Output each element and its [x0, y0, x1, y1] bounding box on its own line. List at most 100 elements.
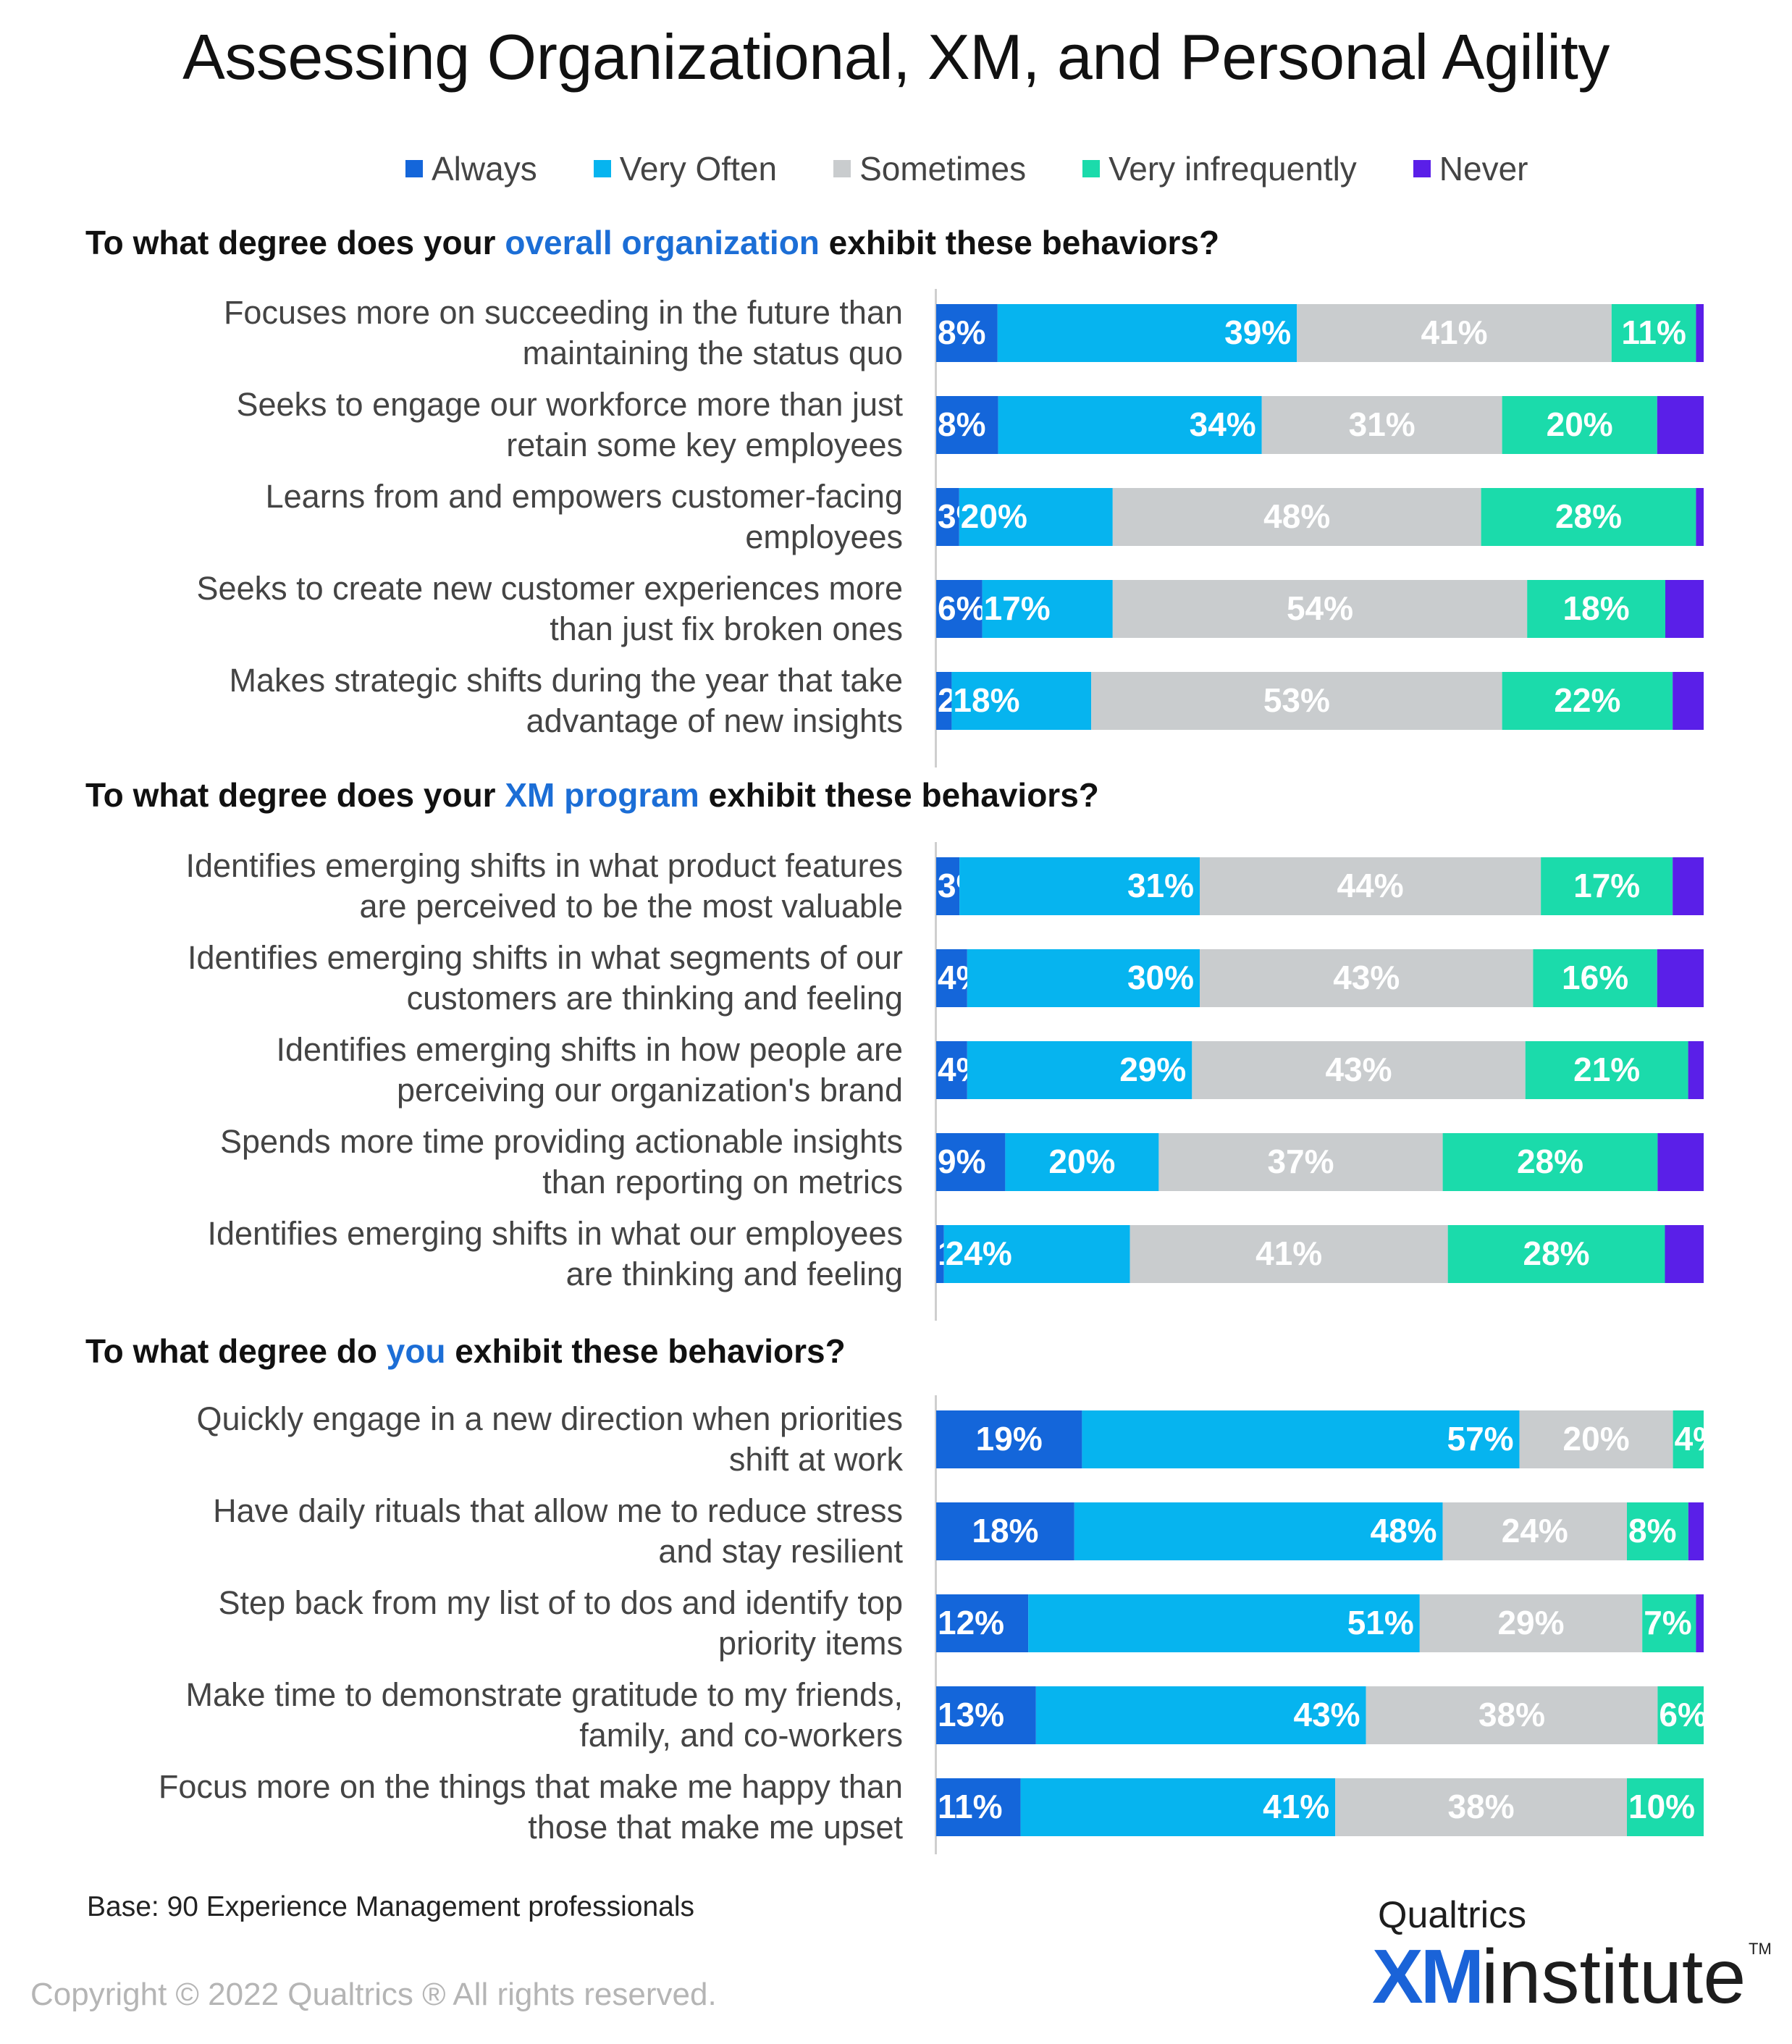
question-highlight: XM program [505, 776, 699, 814]
row-label: Makes strategic shifts during the year t… [58, 660, 903, 741]
row-label-line: than reporting on metrics [542, 1164, 903, 1200]
base-note: Base: 90 Experience Management professio… [87, 1891, 694, 1922]
data-label-sometimes: 43% [1333, 959, 1400, 996]
bar-segment-very-infrequently [1525, 1041, 1688, 1099]
data-label-very-infrequently: 16% [1562, 959, 1628, 996]
bar-segment-never [1665, 1225, 1704, 1283]
data-label-very-often: 17% [984, 589, 1051, 627]
data-label-sometimes: 37% [1267, 1143, 1334, 1180]
row-label-line: Seeks to engage our workforce more than … [236, 386, 903, 423]
row-label-line: shift at work [728, 1441, 903, 1478]
data-label-very-infrequently: 7% [1644, 1604, 1691, 1641]
bar-segment-very-often [1020, 1778, 1336, 1836]
legend-item-never: Never [1413, 149, 1528, 188]
row-label-line: are thinking and feeling [565, 1256, 903, 1292]
row-label-line: Identifies emerging shifts in how people… [276, 1031, 903, 1068]
row-label-line: Identifies emerging shifts in what our e… [207, 1215, 904, 1252]
question-suffix: exhibit these behaviors? [819, 224, 1220, 261]
bar-segment-very-infrequently [1502, 672, 1673, 730]
bar-segment-always [936, 1686, 1036, 1744]
bar-segment-never [1696, 1594, 1704, 1652]
row-label-line: are perceived to be the most valuable [359, 888, 903, 925]
bar-segment-very-often [967, 949, 1200, 1007]
bar-segment-very-often [951, 672, 1092, 730]
bar-segment-sometimes [1419, 1594, 1643, 1652]
row-label-line: Identifies emerging shifts in what segme… [187, 939, 903, 976]
data-label-sometimes: 24% [1502, 1512, 1568, 1549]
bar-segment-very-infrequently [1447, 1225, 1665, 1283]
row-label-line: Step back from my list of to dos and ide… [218, 1584, 903, 1621]
bar-segment-sometimes [1519, 1410, 1673, 1468]
row-label-line: Identifies emerging shifts in what produ… [185, 847, 903, 884]
row-label: Quickly engage in a new direction when p… [58, 1399, 903, 1480]
row-label: Make time to demonstrate gratitude to my… [58, 1675, 903, 1756]
legend-item-very-infrequently: Very infrequently [1082, 149, 1357, 188]
bar-segment-always [936, 1410, 1082, 1468]
axis-line-organization [935, 289, 937, 767]
bar-segment-sometimes [1297, 304, 1612, 362]
row-label-line: advantage of new insights [526, 702, 903, 739]
row-label: Identifies emerging shifts in what segme… [58, 938, 903, 1019]
bar-segment-very-often [943, 1225, 1130, 1283]
legend-swatch-very-often [593, 160, 611, 177]
bar-segment-very-infrequently [1442, 1133, 1658, 1191]
data-label-very-often: 20% [1048, 1143, 1115, 1180]
data-label-very-infrequently: 28% [1523, 1235, 1590, 1272]
bar-segment-never [1696, 304, 1704, 362]
bar-segment-very-often [1082, 1410, 1520, 1468]
bar-segment-very-infrequently [1533, 949, 1657, 1007]
data-label-sometimes: 31% [1349, 405, 1415, 443]
legend-label-sometimes: Sometimes [859, 150, 1027, 188]
logo-wordmark: XMinstitute [1372, 1937, 1746, 2016]
bar-segment-sometimes [1335, 1778, 1627, 1836]
bar-segment-always [936, 857, 960, 915]
row-label-line: Focus more on the things that make me ha… [158, 1768, 903, 1805]
bar-segment-sometimes [1112, 488, 1481, 546]
data-label-very-infrequently: 20% [1547, 405, 1613, 443]
bar-segment-very-often [998, 396, 1262, 454]
data-label-very-infrequently: 28% [1517, 1143, 1583, 1180]
row-label-line: those that make me upset [528, 1809, 903, 1846]
row-label: Seeks to create new customer experiences… [58, 568, 903, 649]
data-label-always: 8% [938, 314, 985, 351]
data-label-always: 12% [938, 1604, 1004, 1641]
row-label-line: customers are thinking and feeling [406, 980, 903, 1017]
data-label-very-often: 51% [1347, 1604, 1414, 1641]
bar-segment-sometimes [1261, 396, 1502, 454]
row-label: Seeks to engage our workforce more than … [58, 384, 903, 466]
data-label-very-often: 34% [1190, 405, 1256, 443]
bar-segment-never [1673, 857, 1704, 915]
bar-segment-always [936, 949, 967, 1007]
data-label-very-infrequently: 21% [1573, 1051, 1640, 1088]
data-label-always: 6% [938, 589, 985, 627]
bar-segment-sometimes [1192, 1041, 1526, 1099]
bar-segment-very-often [959, 857, 1200, 915]
legend-label-always: Always [432, 150, 537, 188]
data-label-always: 19% [976, 1420, 1043, 1458]
data-label-sometimes: 29% [1497, 1604, 1564, 1641]
question-highlight: overall organization [505, 224, 820, 261]
bar-segment-sometimes [1130, 1225, 1448, 1283]
data-label-sometimes: 38% [1478, 1696, 1545, 1733]
bar-segment-sometimes [1091, 672, 1502, 730]
row-label-line: priority items [718, 1625, 903, 1662]
row-label-line: Quickly engage in a new direction when p… [196, 1400, 903, 1437]
row-label-line: Make time to demonstrate gratitude to my… [185, 1676, 903, 1713]
data-label-sometimes: 48% [1263, 497, 1330, 535]
legend-label-very-often: Very Often [619, 150, 778, 188]
data-label-very-often: 20% [961, 497, 1027, 535]
data-label-sometimes: 41% [1421, 314, 1487, 351]
data-label-sometimes: 38% [1448, 1788, 1515, 1825]
bar-segment-sometimes [1442, 1502, 1627, 1560]
bar-segment-very-often [1028, 1594, 1420, 1652]
bar-segment-always [936, 1502, 1074, 1560]
bar-segment-always [936, 488, 959, 546]
bar-segment-very-infrequently [1541, 857, 1673, 915]
bar-segment-always [936, 1594, 1029, 1652]
section-question-organization: To what degree does your overall organiz… [85, 223, 1219, 262]
row-label-line: Have daily rituals that allow me to redu… [213, 1492, 903, 1529]
data-label-very-infrequently: 10% [1628, 1788, 1695, 1825]
legend-swatch-never [1413, 160, 1431, 177]
bar-segment-always [936, 396, 998, 454]
row-label-line: Seeks to create new customer experiences… [196, 570, 903, 607]
